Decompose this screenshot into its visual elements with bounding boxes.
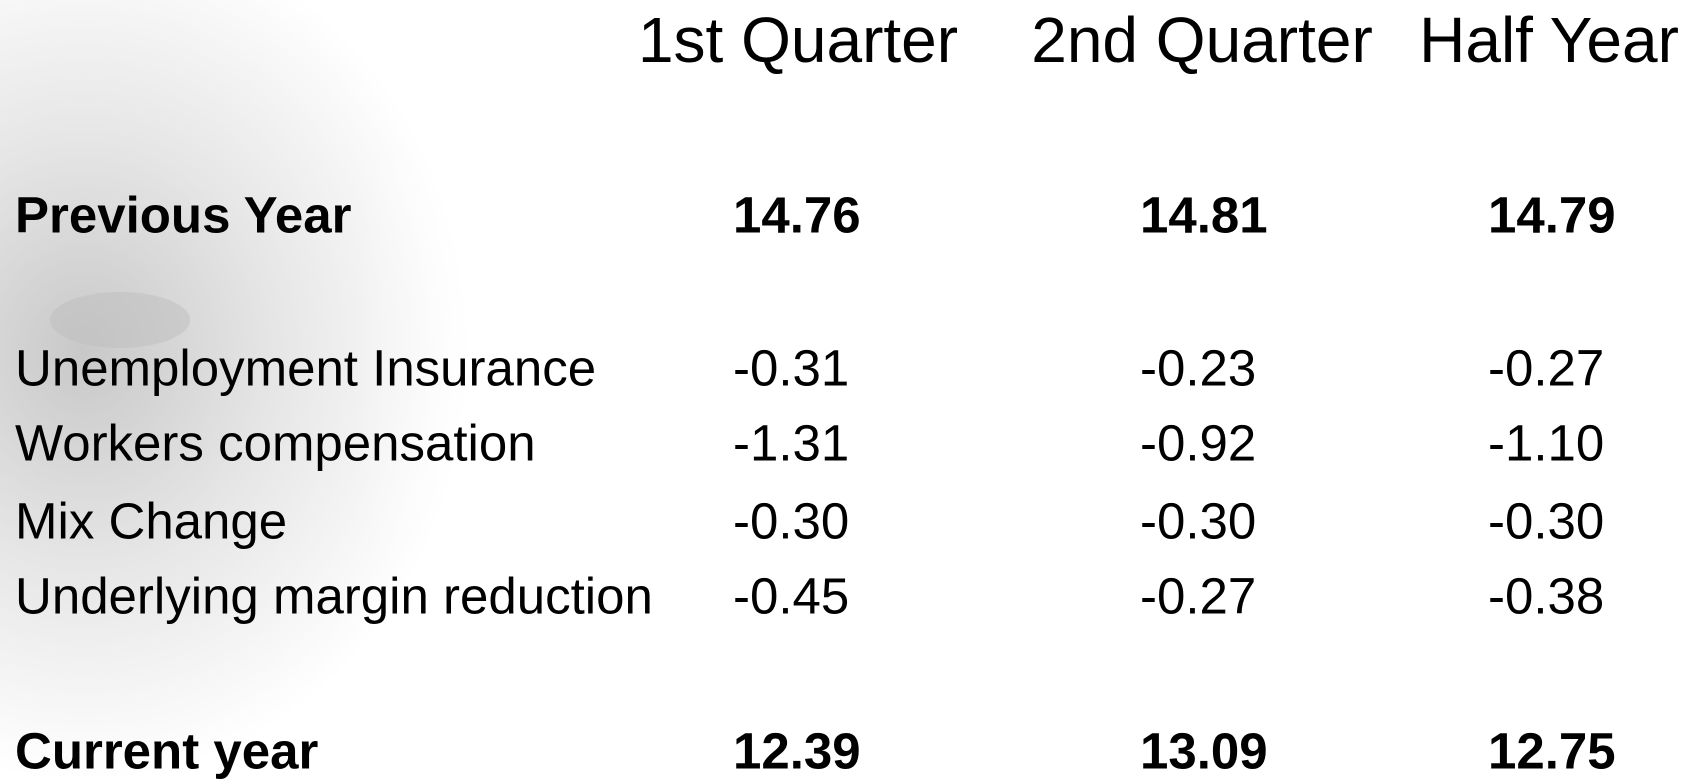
cell-value: 14.79: [1488, 186, 1616, 243]
cell-value: -0.30: [1488, 492, 1604, 549]
row-label: Underlying margin reduction: [15, 567, 653, 624]
column-header: 2nd Quarter: [1031, 4, 1373, 76]
row-label: Current year: [15, 722, 318, 779]
cell-value: -0.30: [1140, 492, 1256, 549]
cell-value: -0.38: [1488, 567, 1604, 624]
cell-value: -0.27: [1488, 339, 1604, 396]
cell-value: -0.30: [733, 492, 849, 549]
row-label: Unemployment Insurance: [15, 339, 596, 396]
column-header: Half Year: [1419, 4, 1679, 76]
cell-value: -1.10: [1488, 414, 1604, 471]
cell-value: -1.31: [733, 414, 849, 471]
cell-value: -0.92: [1140, 414, 1256, 471]
cell-value: 14.81: [1140, 186, 1268, 243]
cell-value: -0.27: [1140, 567, 1256, 624]
cell-value: 12.75: [1488, 722, 1616, 779]
table: 1st Quarter 2nd Quarter Half Year: [638, 4, 1679, 76]
slide: 1st Quarter 2nd Quarter Half Year Previo…: [0, 0, 1691, 781]
row-label: Workers compensation: [15, 414, 536, 471]
cell-value: -0.31: [733, 339, 849, 396]
row-label: Mix Change: [15, 492, 287, 549]
row-label: Previous Year: [15, 186, 352, 243]
cell-value: 14.76: [733, 186, 861, 243]
cell-value: 13.09: [1140, 722, 1268, 779]
cell-value: 12.39: [733, 722, 861, 779]
cell-value: -0.23: [1140, 339, 1256, 396]
page: 1st Quarter 2nd Quarter Half Year Previo…: [0, 0, 1691, 781]
cell-value: -0.45: [733, 567, 849, 624]
column-header: 1st Quarter: [638, 4, 958, 76]
